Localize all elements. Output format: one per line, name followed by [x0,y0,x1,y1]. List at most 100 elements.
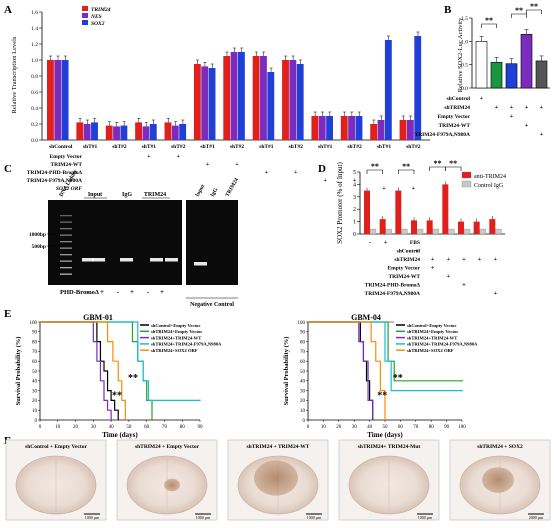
panel-e-xtick-label: 40 [109,425,115,430]
panel-a-row-label: Empty Vector [49,154,82,160]
panel-a-legend-swatch [82,6,88,11]
panel-e-xtick-label: 30 [352,425,358,430]
panel-e-ylabel: Survival Probability (%) [283,337,290,406]
panel-d-row-mark: + [446,273,450,280]
panel-e-xtick-label: 0 [307,425,310,430]
panel-c-band [150,258,163,262]
panel-a-category-label: shT#2 [112,144,127,150]
panel-a-legend-swatch [82,20,88,25]
panel-a-row-mark: + [147,154,151,160]
panel-c-neg-label: Negative Control [190,302,234,308]
panel-e-ytick-label: 10 [32,409,38,414]
panel-a-bar [348,116,356,140]
panel-a-legend-swatch [82,13,88,18]
panel-c-ladder-band [60,228,72,230]
panel-d-bar-igg [369,228,377,235]
panel-d-ytick-label: 2 [353,207,356,213]
panel-e-xtick-label: 80 [429,425,435,430]
panel-a-row-label: TRIM24-WT [51,162,83,168]
panel-c-lane-label: IgG [210,186,220,198]
panel-d-ytick-label: 0 [353,232,356,238]
panel-a-bar [76,122,84,140]
panel-a-bar [61,60,69,140]
panel-a-category-label: shT#2 [171,144,186,150]
panel-e-xtick-label: 70 [162,425,168,430]
panel-c-band [165,258,178,262]
panel-d-bar-anti [426,220,433,234]
panel-e-survival-curve [308,321,386,420]
panel-c-gel: DNA Ladder Input IgG TRIM24 Input IgG TRIM2410… [29,168,240,308]
panel-b-bar [490,62,503,89]
panel-e-ytick-label: 50 [300,370,306,375]
panel-c-ladder-band [60,241,72,243]
panel-c-row-mark: + [130,288,134,296]
panel-d-bar-anti [379,219,386,234]
panel-f-image-label: shTRIM24+ TRIM24-Mut [358,444,421,450]
panel-d-legend-label: anti-TRIM24 [474,174,506,180]
panel-e-xtick-label: 90 [198,425,204,430]
panel-a-category-label: shT#2 [289,144,304,150]
panel-d-row-label: shTRIM24 [394,257,420,263]
panel-b-sig-label: ** [530,2,538,11]
panel-a-bar [113,126,120,140]
panel-d-bar-igg [495,228,502,235]
panel-e-ytick-label: 0 [35,419,38,424]
panel-d-sig-bracket [366,169,383,174]
panel-d-bar-anti [489,219,496,234]
panel-e-xlabel: Time (days) [367,431,403,439]
panel-b-bar [505,63,518,89]
panel-d-row-mark: + [462,282,466,289]
panel-a-row-label: TRIM24-F979A,N980A [27,178,82,184]
panel-e-legend-label: shTRIM24+Empty Vector [151,329,202,334]
panel-a-category-label: shT#1 [83,144,98,150]
panel-a-bar [149,124,157,140]
panel-b-ytick-label: 1.0 [461,39,468,45]
panel-e-legend-label: shTRIM24+TRIM24-F979A,N980A [407,342,478,347]
panel-a-bar [296,64,304,140]
panel-e-sig-label: ** [377,390,387,401]
panel-c-letter: C [4,163,12,175]
panel-e-ytick-label: 40 [300,380,306,385]
panel-c-ladder-band [60,234,72,236]
panel-a-ytick-label: 0.6 [31,90,38,96]
panel-e-xtick-label: 50 [126,425,132,430]
panel-a-ytick-label: 1.0 [31,58,38,64]
panel-b-row-label: shControl [447,96,471,102]
panel-c-lane-label: Input [195,183,207,198]
panel-d-bar-anti [442,184,449,234]
panel-f-image-label: shTRIM24 + Empty Vector [135,444,200,450]
panel-a-chart: 0.0 0.2 0.4 0.6 0.8 1.0 1.2 1.4 1.6 shControl shT#… [27,6,430,192]
panel-c-lane-label: IgG [122,192,132,198]
panel-d-ytick-label: 5 [353,170,356,176]
panel-b-bar [535,60,548,89]
panel-e-xtick-label: 30 [91,425,97,430]
panel-e-ytick-label: 80 [300,340,306,345]
panel-a-bar [377,120,385,140]
panel-c-band [194,262,207,266]
panel-d-bar-igg [401,228,408,235]
panel-a-row-mark: + [323,178,327,184]
panel-f-image-label: shControl + Empty Vector [25,444,87,450]
panel-a-bar [267,72,275,140]
panel-e-ytick-label: 40 [32,380,38,385]
panel-d-row-label: TRIM24-WT [389,274,421,280]
panel-a-category-label: shT#2 [406,144,421,150]
panel-e-censor-mark: + [460,387,464,395]
panel-d-chart: 0 1 2 3 4 5 anti-TRIM24 Control IgG ** ** ** ** FBS -… [353,159,506,297]
panel-a-bar [91,122,98,140]
panel-f-tumor [482,467,514,493]
panel-e-legend-label: shTRIM24+TRIM24-WT [407,335,457,340]
panel-d-bar-anti [473,221,480,234]
panel-b-row-mark: + [525,122,529,129]
panel-a-bar [223,56,231,140]
panel-d-bar-anti [364,190,370,234]
panel-e-xtick-label: 100 [458,425,466,430]
panel-a-category-label: shT#1 [377,144,392,150]
panel-f-image-label: shTRIM24 + SOX2 [477,444,523,450]
panel-d-bar-anti [411,220,417,234]
panel-c-ladder-band [60,221,72,223]
panel-d-row-mark: + [462,256,466,263]
panel-a-bar [120,125,128,140]
panel-e-ytick-label: 30 [300,389,306,394]
